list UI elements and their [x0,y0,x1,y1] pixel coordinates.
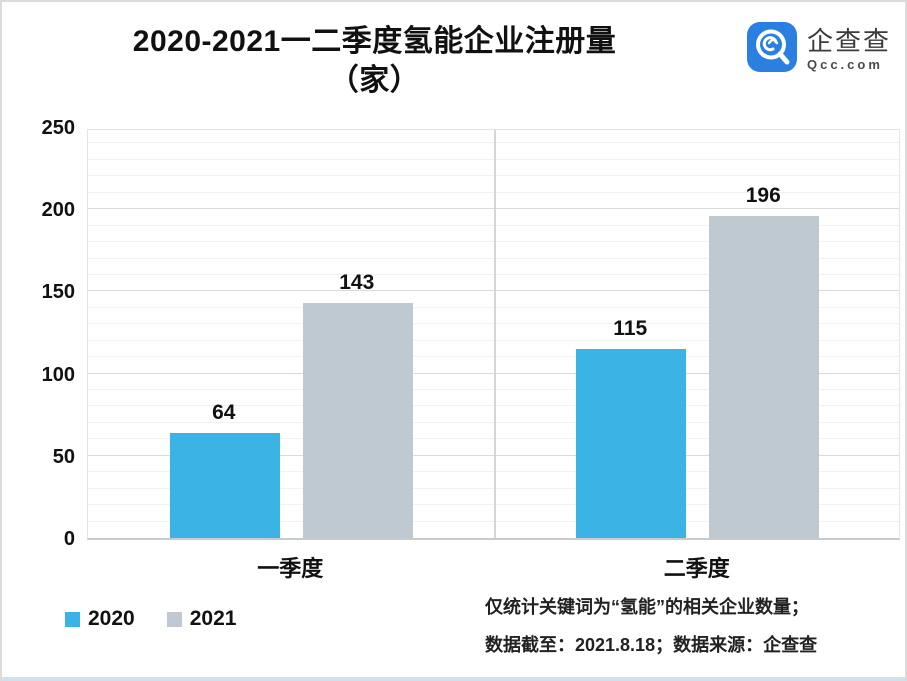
legend: 2020 2021 [65,607,236,631]
legend-label-2020: 2020 [88,607,135,630]
legend-swatch-2021 [166,611,182,627]
y-tick-label: 250 [41,117,75,139]
chart-title-line1: 2020-2021一二季度氢能企业注册量 [132,25,617,58]
bar-2020-一季度 [169,432,280,538]
bar-value-label: 143 [339,270,375,294]
bar-2021-二季度 [709,215,820,538]
chart-title-line2: （家） [328,64,421,97]
footer-note-line2: 数据截至：2021.8.18；数据来源：企查查 [485,635,818,655]
category-label-一季度: 一季度 [257,556,324,581]
bar-2020-二季度 [576,348,687,538]
bar-value-label: 115 [613,316,648,340]
qcc-logo-domain: Qcc.com [806,56,883,72]
y-tick-label: 150 [41,281,75,304]
y-tick-label: 100 [41,363,75,386]
chart-title: 2020-2021一二季度氢能企业注册量 （家） [2,22,747,100]
category-label-二季度: 二季度 [663,556,730,581]
plot-area [87,129,900,540]
qcc-logo-text: 企查查 Qcc.com [806,25,891,72]
y-tick-label: 0 [63,528,75,550]
legend-label-2021: 2021 [189,607,237,630]
footer-note: 仅统计关键词为“氢能”的相关企业数量； 数据截至：2021.8.18；数据来源：… [485,588,817,664]
bottom-edge-strip [2,677,905,681]
bar-2021-一季度 [302,302,413,538]
qcc-logo: 企查查 Qcc.com [746,21,891,78]
legend-swatch-2020 [65,611,80,627]
footer-note-line1: 仅统计关键词为“氢能”的相关企业数量； [485,597,809,617]
qcc-logo-icon [746,21,798,78]
legend-item-2020: 2020 [65,607,135,631]
bar-value-label: 64 [212,400,236,424]
category-divider [493,130,496,538]
legend-item-2021: 2021 [166,607,237,631]
y-tick-label: 50 [52,445,75,468]
qcc-logo-name: 企查查 [806,25,891,56]
bar-value-label: 196 [745,183,781,207]
y-tick-label: 200 [41,199,75,222]
